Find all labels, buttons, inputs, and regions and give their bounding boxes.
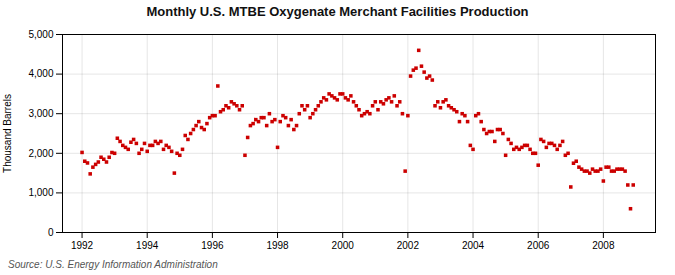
svg-text:2004: 2004 bbox=[462, 240, 485, 251]
svg-text:0: 0 bbox=[48, 227, 54, 238]
svg-text:1994: 1994 bbox=[136, 240, 159, 251]
svg-text:1996: 1996 bbox=[201, 240, 224, 251]
html-text:Monthly U.S. MTBE Oxygenate Me: Monthly U.S. MTBE Oxygenate Merchant Fac… bbox=[146, 4, 529, 19]
svg-text:3,000: 3,000 bbox=[28, 108, 53, 119]
svg-text:2000: 2000 bbox=[332, 240, 355, 251]
svg-text:Thousand Barrels: Thousand Barrels bbox=[2, 94, 13, 173]
svg-text:1998: 1998 bbox=[266, 240, 289, 251]
svg-text:1992: 1992 bbox=[71, 240, 94, 251]
svg-text:2006: 2006 bbox=[527, 240, 550, 251]
svg-text:2002: 2002 bbox=[397, 240, 420, 251]
svg-text:2008: 2008 bbox=[592, 240, 615, 251]
svg-text:4,000: 4,000 bbox=[28, 68, 53, 79]
html-text:Source: U.S. Energy Informatio: Source: U.S. Energy Information Administ… bbox=[8, 259, 218, 270]
svg-text:1,000: 1,000 bbox=[28, 187, 53, 198]
svg-text:5,000: 5,000 bbox=[28, 29, 53, 40]
svg-text:2,000: 2,000 bbox=[28, 148, 53, 159]
